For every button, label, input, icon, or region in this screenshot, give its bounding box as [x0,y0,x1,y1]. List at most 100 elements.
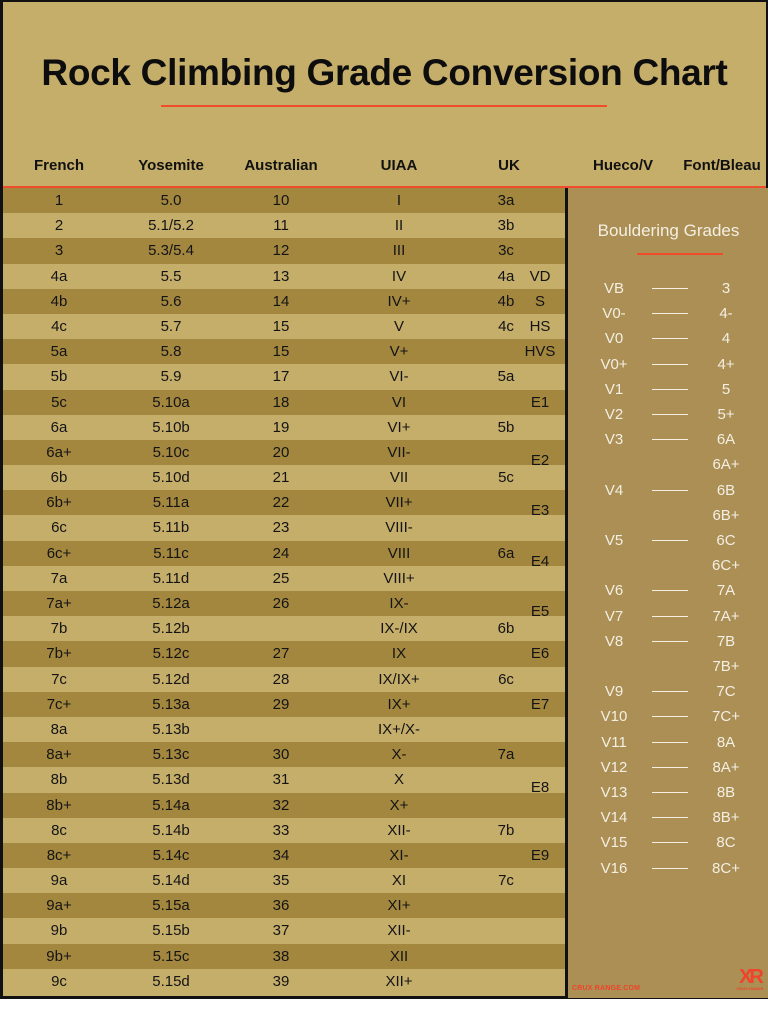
cell-french: 6c [51,519,67,537]
cell-uk-adjectival: E9 [530,846,550,864]
cell-french: 8c+ [46,846,72,864]
font-grade: 8A+ [712,758,740,776]
cell-yosemite: 5.14a [152,796,190,814]
table-row: 5c 5.10a 18 VI E1 [3,389,565,415]
hueco-grade: V0- [602,305,626,323]
cell-australian: 14 [272,292,290,310]
table-row: 8b 5.13d 31 X E8 [3,767,565,796]
bouldering-row: V9 7C [568,679,768,704]
table-row: 6a+ 5.10c 20 VII- E2 [3,439,565,469]
hueco-grade: V11 [601,733,627,751]
hueco-grade: V15 [600,834,628,852]
cell-yosemite: 5.11b [152,519,190,537]
bouldering-row: V4 6B [568,478,768,503]
cell-yosemite: 5.1/5.2 [148,217,194,235]
column-header-uk: UK [498,157,520,174]
cell-yosemite: 5.12d [152,670,190,688]
cell-australian: 25 [272,569,290,587]
table-row: 8a+ 5.13c 30 X- 7a [3,742,565,768]
hueco-grade: V7 [604,607,624,625]
bouldering-row: 6C+ [568,553,768,578]
cell-french: 7b [50,620,68,638]
cell-uiaa: VI [391,393,407,411]
table-row: 4b 5.6 14 IV+ 4b S [3,288,565,314]
cell-uk: 6a [497,544,515,562]
hueco-grade: V0 [604,330,624,348]
cell-australian: 24 [272,544,290,562]
equivalence-line [652,439,688,441]
cell-australian: 12 [272,242,290,260]
table-row: 7c+ 5.13a 29 IX+ E7 [3,691,565,717]
cell-yosemite: 5.13b [152,720,190,738]
font-grade: 8B [716,784,736,801]
cell-uk-adjectival: E1 [530,393,550,411]
cell-australian: 29 [272,695,290,713]
font-grade: 6A [716,431,736,449]
bouldering-row: V15 8C [568,830,768,855]
table-row: 9c 5.15d 39 XII+ [3,968,565,994]
bouldering-row: V3 6A [568,427,768,452]
crux-range-logo: XR CRUX RANGE [735,967,765,991]
hueco-grade: V5 [604,532,624,549]
bouldering-row: V0+ 4+ [568,352,768,377]
cell-uiaa: XII+ [385,972,413,990]
equivalence-line [652,741,688,743]
font-grade: 8C+ [712,859,740,877]
cell-uiaa: VIII+ [383,569,415,587]
font-grade: 6C [716,532,736,549]
cell-australian: 22 [272,494,290,512]
cell-yosemite: 5.10d [152,469,190,487]
cell-french: 1 [54,192,64,209]
cell-uk: 3c [498,242,514,260]
table-row: 6c+ 5.11c 24 VIII 6a E4 [3,540,565,570]
hueco-grade: V2 [604,406,624,423]
cell-french: 8c [51,821,67,839]
cell-french: 6c+ [46,544,72,562]
cell-australian: 10 [272,192,290,209]
font-grade: 7B+ [712,658,740,675]
cell-australian: 31 [272,771,290,789]
cell-french: 9c [51,972,67,990]
bouldering-row: V0 4 [568,326,768,351]
cell-uiaa: IV [391,267,407,285]
cell-yosemite: 5.11c [153,544,189,562]
cell-uiaa: XII- [387,922,411,940]
equivalence-line [652,691,688,693]
cell-yosemite: 5.12c [152,645,190,663]
hueco-grade: V10 [600,708,628,726]
cell-australian: 15 [272,343,290,361]
cell-french: 9b+ [46,947,72,965]
column-headers: French Yosemite Australian UIAA UK Hueco/V Fon… [3,157,766,185]
cell-uiaa: VI+ [387,418,411,436]
cell-french: 4a [50,267,68,285]
table-row: 3 5.3/5.4 12 III 3c [3,238,565,264]
cell-french: 7c [51,670,67,688]
cell-uiaa: IX- [389,595,409,612]
cell-french: 5b [50,368,68,386]
cell-uk-adjectival: E2 [530,451,550,469]
cell-french: 8a+ [46,746,72,764]
bouldering-row: V11 8A [568,730,768,755]
hueco-grade: VB [603,280,625,297]
cell-australian: 33 [272,821,290,839]
cell-french: 6a+ [46,443,72,461]
hueco-grade: V0+ [600,355,628,373]
cell-yosemite: 5.13d [152,771,190,789]
cell-yosemite: 5.9 [160,368,182,386]
cell-uiaa: VII [389,469,409,487]
cell-uk-adjectival: HS [529,317,551,335]
hueco-grade: V14 [600,809,628,827]
bouldering-row: 6B+ [568,503,768,528]
footer-site-link[interactable]: CRUX RANGE.COM [572,985,641,992]
cell-uiaa: IV+ [387,292,411,310]
cell-australian: 20 [272,443,290,461]
cell-french: 8b+ [46,796,72,814]
cell-french: 6a [50,418,68,436]
cell-uiaa: IX+ [387,695,411,713]
equivalence-line [652,716,688,718]
column-header-yosemite: Yosemite [138,157,204,174]
bouldering-row: V12 8A+ [568,755,768,780]
hueco-grade: V8 [604,632,624,650]
column-header-australian: Australian [244,157,318,174]
cell-yosemite: 5.12a [152,595,190,612]
